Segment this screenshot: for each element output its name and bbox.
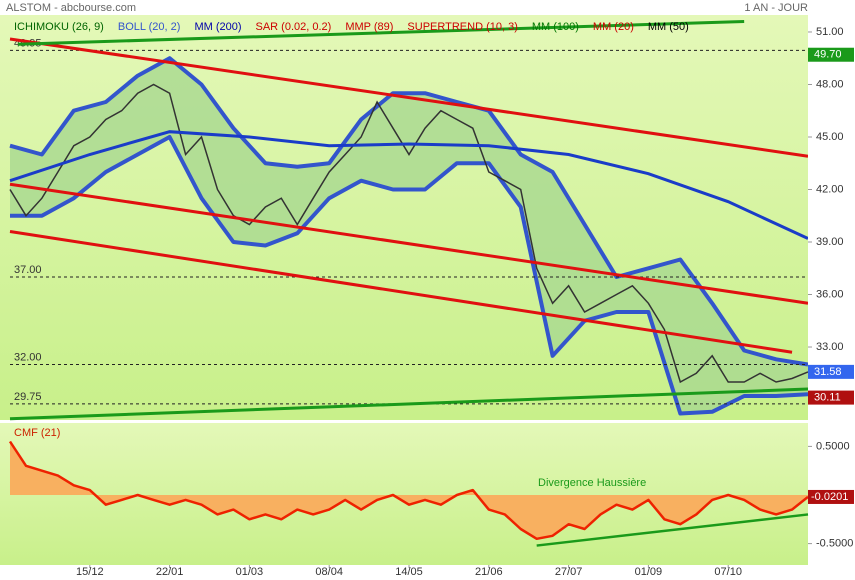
price-line (9, 83, 809, 384)
x-tick-label: 15/12 (76, 566, 104, 578)
y-axis-area (808, 15, 855, 580)
x-tick-label: 01/09 (635, 566, 663, 578)
level-label: 37.00 (14, 264, 42, 276)
x-tick-label: 22/01 (156, 566, 184, 578)
x-tick-label: 14/05 (395, 566, 423, 578)
mm200-line (9, 130, 809, 240)
x-tick-label: 01/03 (236, 566, 264, 578)
legend-entry: SAR (0.02, 0.2) (256, 21, 332, 33)
cmf-tag (808, 489, 854, 504)
legend-entry: SUPERTREND (10, 3) (407, 21, 517, 33)
legend-entry: MMP (89) (345, 21, 393, 33)
trendline (9, 230, 793, 354)
cmf-y-tick-label: 0.5000 (816, 440, 850, 452)
period: 1 AN - JOUR (744, 2, 808, 14)
trendline (17, 19, 745, 46)
trendline (9, 37, 809, 158)
y-tick-label: 42.00 (816, 183, 844, 195)
x-tick-label: 27/07 (555, 566, 583, 578)
x-tick-label: 08/04 (315, 566, 343, 578)
cmf-tag-label: -0.0201 (811, 491, 848, 503)
legend-entry: MM (200) (194, 21, 241, 33)
annotation: Divergence Haussière (538, 477, 646, 489)
y-tick-label: 33.00 (816, 341, 844, 353)
cmf-trendline (536, 513, 809, 547)
legend-entry: BOLL (20, 2) (118, 21, 181, 33)
price-tag-label: 49.70 (814, 49, 842, 61)
level-label: 32.00 (14, 351, 42, 363)
y-tick-label: 36.00 (816, 288, 844, 300)
trendline (9, 182, 809, 305)
legend-entry: MM (50) (648, 21, 689, 33)
legend-entry: ICHIMOKU (26, 9) (14, 21, 104, 33)
boll-lower (10, 135, 809, 416)
legend-entry: MM (20) (593, 21, 634, 33)
y-tick-label: 48.00 (816, 78, 844, 90)
chart-title: ALSTOM - abcbourse.com (6, 2, 136, 14)
price-tag (808, 390, 854, 405)
cmf-line (8, 440, 809, 541)
y-tick-label: 39.00 (816, 236, 844, 248)
cmf-panel (0, 423, 808, 565)
price-tag (808, 364, 854, 379)
level-label: 29.75 (14, 391, 42, 403)
price-tag-label: 30.11 (814, 392, 841, 404)
price-tag-label: 31.58 (814, 366, 842, 378)
price-tag (808, 47, 854, 62)
y-tick-label: 45.00 (816, 131, 844, 143)
x-tick-label: 21/06 (475, 566, 503, 578)
cmf-y-tick-label: -0.5000 (816, 538, 853, 550)
trendline (9, 387, 809, 421)
boll-band-area (10, 58, 808, 414)
legend-entry: MM (100) (532, 21, 579, 33)
cmf-title: CMF (21) (14, 427, 60, 439)
x-tick-label: 07/10 (714, 566, 742, 578)
boll-upper (9, 56, 809, 367)
y-tick-label: 51.00 (816, 26, 844, 38)
